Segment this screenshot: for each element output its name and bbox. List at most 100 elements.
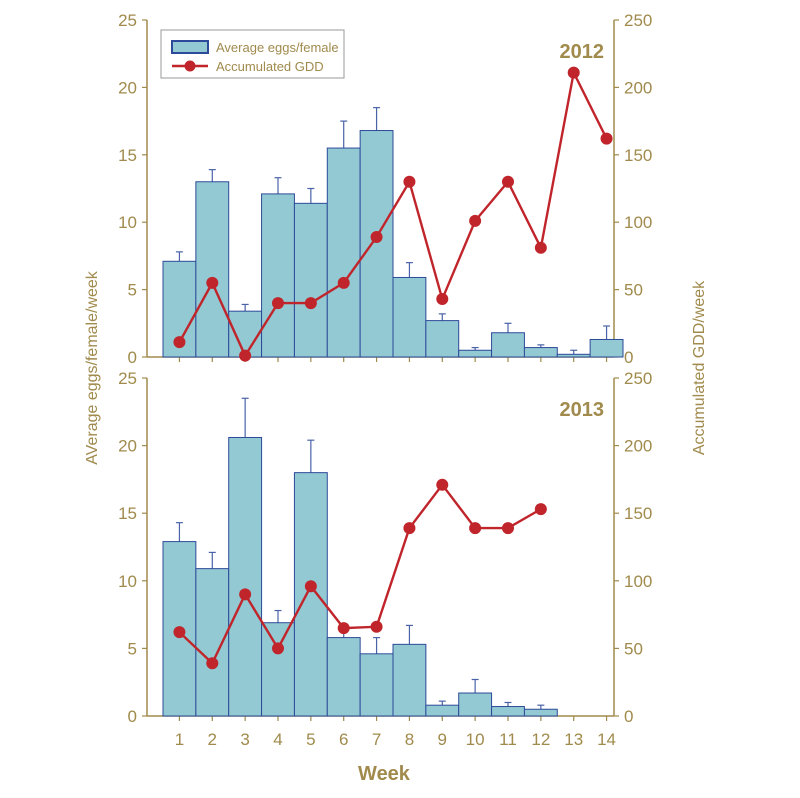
bar-week-8	[392, 643, 427, 717]
x-tick-label: 6	[339, 730, 348, 749]
legend-swatch-bar	[171, 40, 209, 54]
x-tick-label: 14	[597, 730, 616, 749]
bar-week-10	[458, 692, 493, 717]
bar-week-12	[523, 347, 558, 358]
gdd-point-week-7	[370, 231, 383, 244]
left-tick-label: 20	[118, 437, 137, 456]
gdd-point-week-5	[304, 580, 317, 593]
x-tick-label: 13	[564, 730, 583, 749]
right-tick-label: 50	[624, 281, 643, 300]
x-tick-label: 8	[405, 730, 414, 749]
gdd-point-week-1	[173, 626, 186, 639]
gdd-point-week-1	[173, 336, 186, 349]
x-tick-label: 1	[175, 730, 184, 749]
left-tick-label: 15	[118, 504, 137, 523]
bar-week-6	[326, 147, 361, 358]
gdd-point-week-10	[469, 214, 482, 227]
gdd-point-week-2	[206, 276, 219, 289]
bar-week-5	[293, 472, 328, 717]
bar-week-2	[195, 568, 230, 717]
x-tick-label: 3	[240, 730, 249, 749]
right-tick-label: 200	[624, 437, 652, 456]
legend-label-eggs: Average eggs/female	[216, 40, 339, 55]
left-tick-label: 10	[118, 572, 137, 591]
bar-week-11	[491, 332, 525, 358]
gdd-point-week-3	[239, 349, 252, 362]
gdd-point-week-13	[567, 66, 580, 79]
gdd-point-week-14	[600, 132, 613, 145]
left-tick-label: 5	[128, 281, 137, 300]
left-tick-label: 15	[118, 146, 137, 165]
x-tick-label: 5	[306, 730, 315, 749]
bar-week-10	[458, 349, 493, 358]
gdd-point-week-12	[534, 503, 547, 516]
left-tick-label: 0	[128, 348, 137, 367]
gdd-point-week-9	[436, 478, 449, 491]
x-tick-label: 12	[531, 730, 550, 749]
panel-title: 2012	[560, 41, 605, 63]
x-axis-title: Week	[358, 763, 411, 785]
left-tick-label: 0	[128, 707, 137, 726]
bar-week-4	[261, 622, 295, 717]
right-tick-label: 250	[624, 369, 652, 388]
right-tick-label: 200	[624, 78, 652, 97]
gdd-point-week-9	[436, 293, 449, 306]
gdd-point-week-5	[304, 297, 317, 310]
right-tick-label: 250	[624, 11, 652, 30]
bar-week-3	[228, 436, 263, 717]
gdd-point-week-4	[271, 297, 284, 310]
legend-swatch-marker	[184, 60, 196, 72]
right-tick-label: 150	[624, 146, 652, 165]
left-tick-label: 5	[128, 639, 137, 658]
gdd-point-week-12	[534, 241, 547, 254]
x-tick-label: 9	[438, 730, 447, 749]
bar-week-7	[359, 130, 394, 358]
bar-week-7	[359, 653, 394, 717]
x-tick-label: 11	[499, 730, 517, 749]
legend-label-gdd: Accumulated GDD	[216, 59, 324, 74]
bar-week-9	[425, 704, 460, 717]
left-axis-title: AVerage eggs/female/week	[84, 270, 101, 465]
left-tick-label: 20	[118, 78, 137, 97]
left-tick-label: 25	[118, 11, 137, 30]
gdd-point-week-4	[271, 642, 284, 655]
bar-week-9	[425, 320, 460, 358]
bar-week-8	[392, 276, 427, 358]
gdd-point-week-3	[239, 588, 252, 601]
bar-week-12	[523, 708, 558, 717]
right-tick-label: 0	[624, 707, 633, 726]
legend: Average eggs/female Accumulated GDD	[160, 29, 345, 79]
panel-title: 2013	[560, 399, 605, 421]
gdd-point-week-8	[403, 175, 416, 188]
gdd-point-week-8	[403, 522, 416, 535]
right-tick-label: 100	[624, 213, 652, 232]
gdd-point-week-10	[469, 522, 482, 535]
gdd-point-week-11	[501, 522, 514, 535]
bar-week-11	[491, 706, 525, 717]
left-tick-label: 25	[118, 369, 137, 388]
bar-week-6	[326, 637, 361, 717]
right-axis-title: Accumulated GDD/week	[691, 280, 708, 455]
bar-week-4	[261, 193, 295, 358]
gdd-line	[178, 68, 608, 359]
x-tick-label: 7	[372, 730, 381, 749]
x-tick-label: 10	[466, 730, 485, 749]
x-tick-label: 2	[208, 730, 217, 749]
gdd-point-week-6	[337, 622, 350, 635]
bar-week-13	[556, 353, 591, 358]
gdd-point-week-2	[206, 657, 219, 670]
right-tick-label: 150	[624, 504, 652, 523]
right-tick-label: 50	[624, 639, 643, 658]
bar-week-5	[293, 202, 328, 358]
bar-week-2	[195, 181, 230, 358]
x-tick-label: 4	[273, 730, 282, 749]
right-tick-label: 0	[624, 348, 633, 367]
bar-week-14	[589, 338, 624, 358]
right-tick-label: 100	[624, 572, 652, 591]
gdd-point-week-11	[501, 175, 514, 188]
left-tick-label: 10	[118, 213, 137, 232]
gdd-point-week-6	[337, 276, 350, 289]
